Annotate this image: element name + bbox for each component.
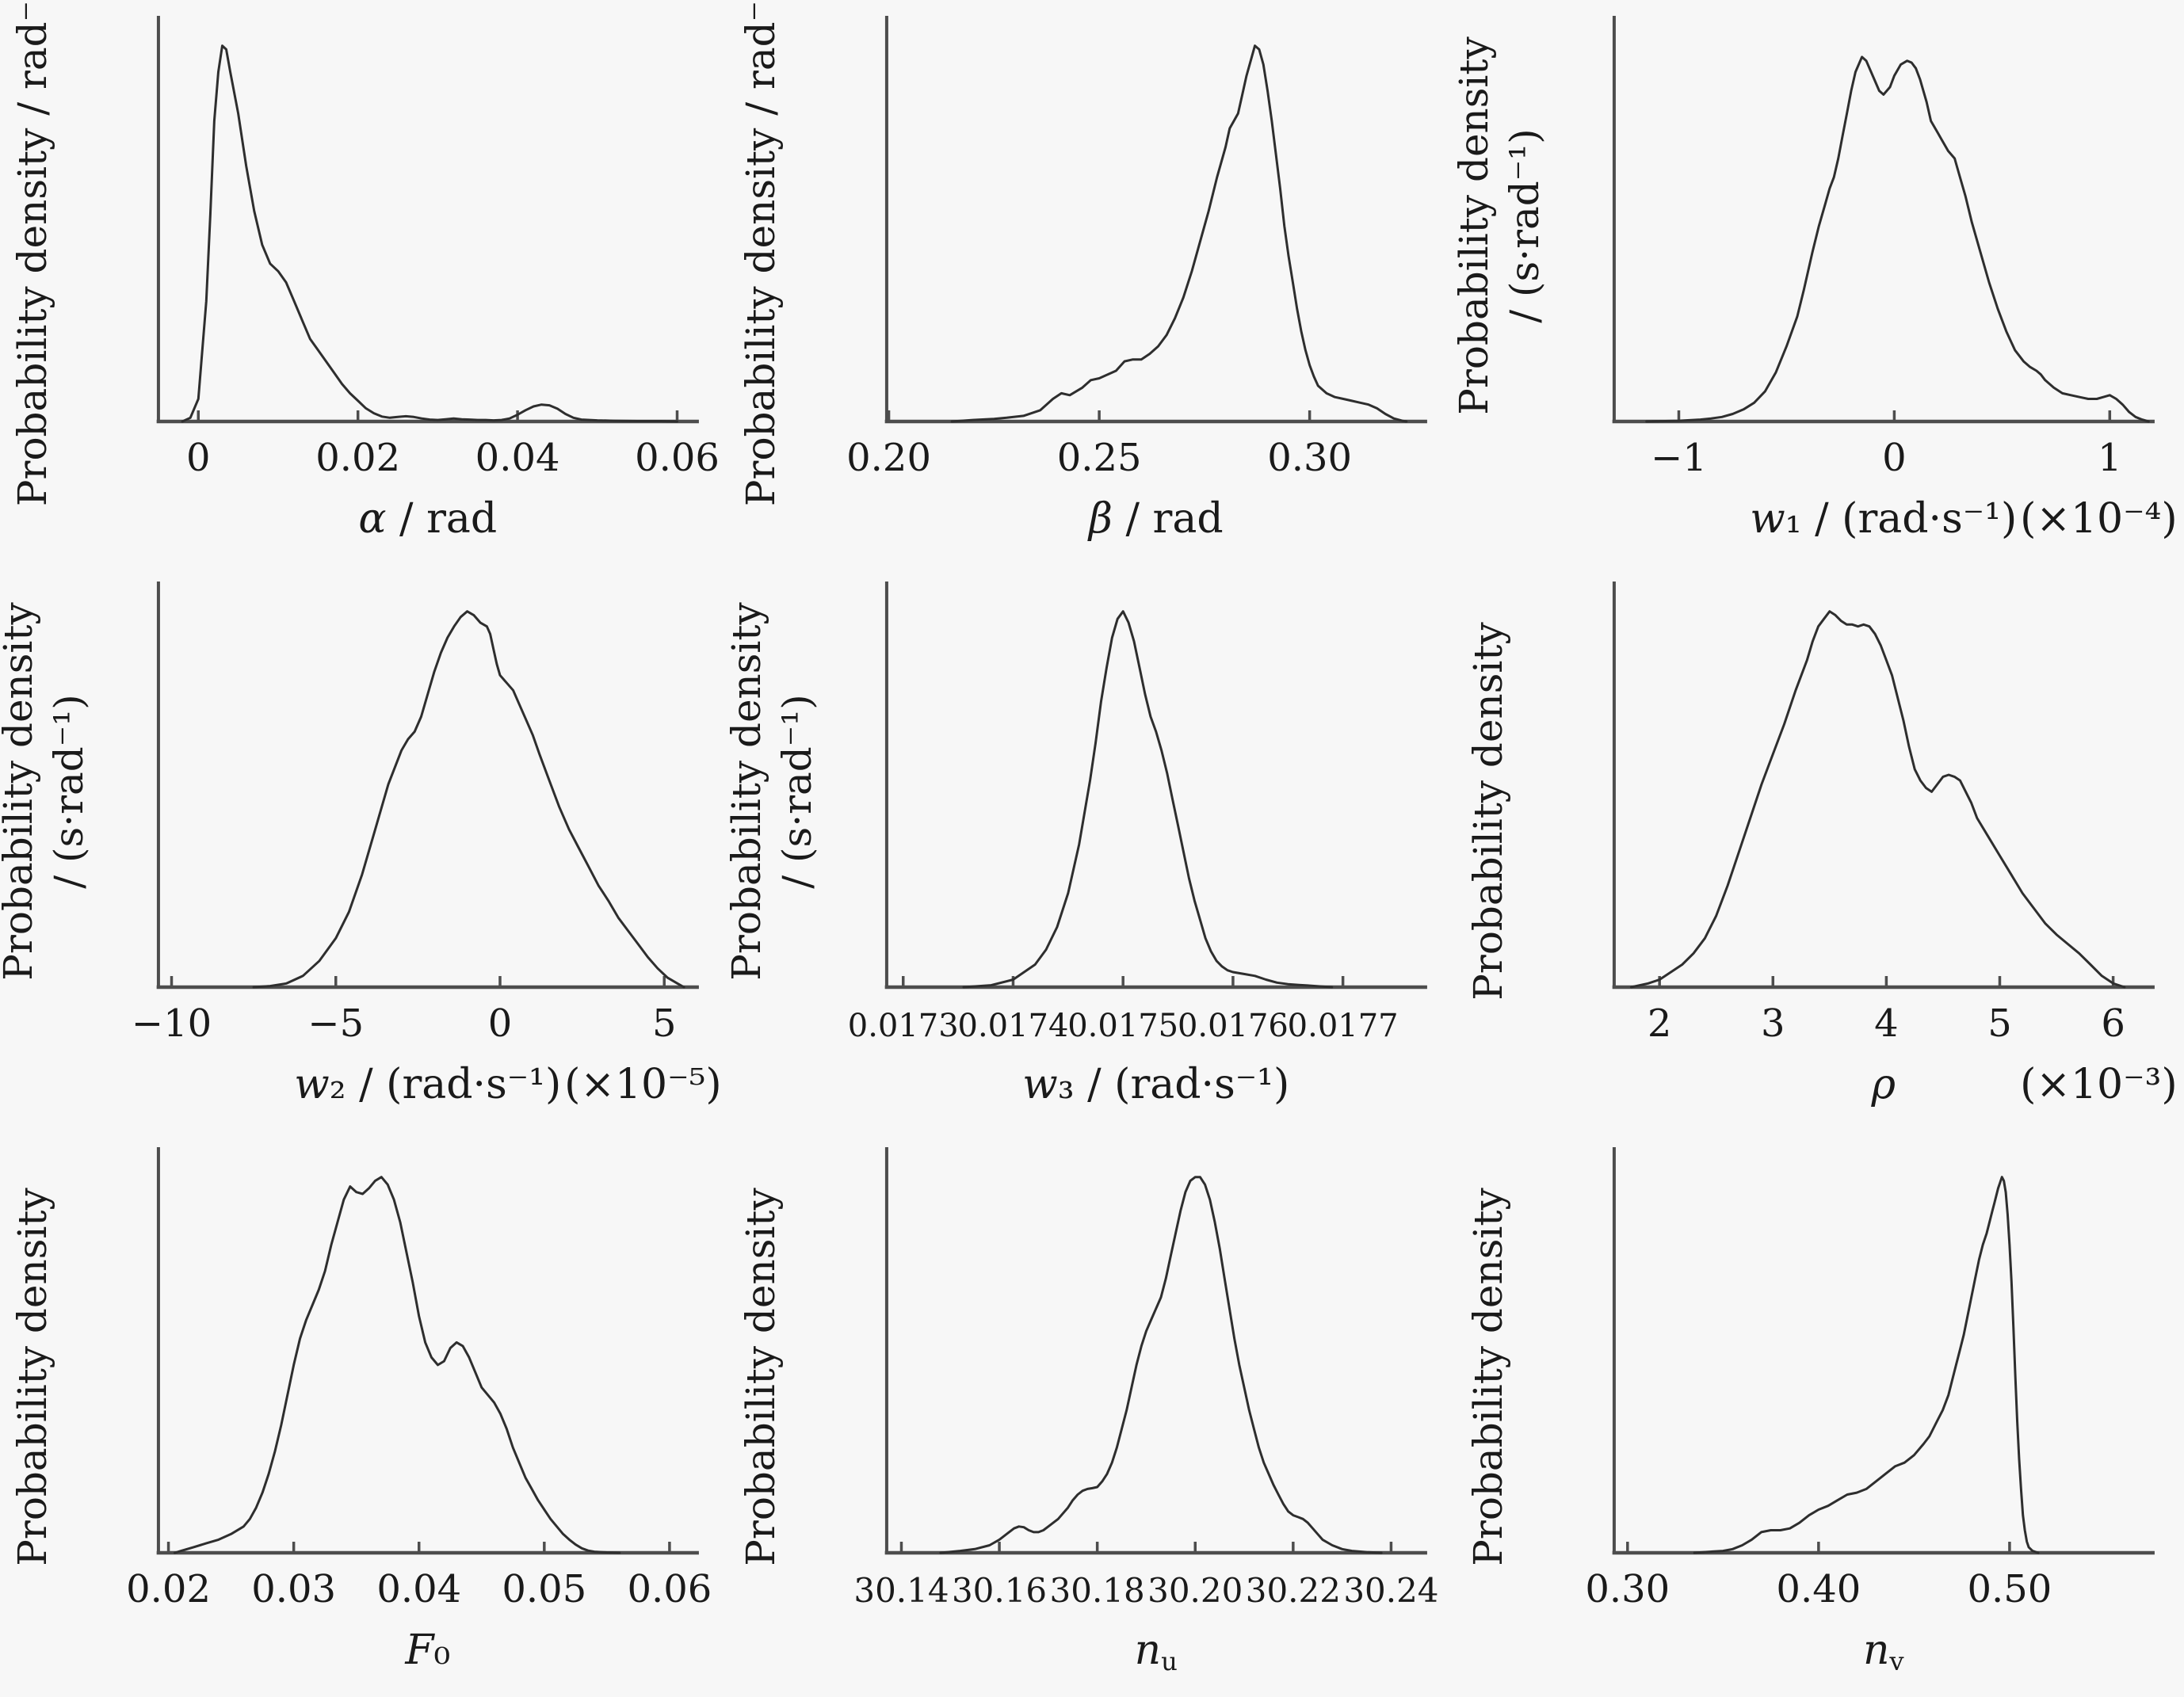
x-tick-label: 30.20 xyxy=(1147,1571,1243,1610)
x-axis-label: α / rad xyxy=(358,495,497,543)
x-tick-label: −5 xyxy=(307,1001,364,1046)
density-plot-nu: 30.14 30.16 30.18 30.20 30.22 30.24 nu Probabil… xyxy=(738,1147,1438,1676)
x-tick-label: 2 xyxy=(1648,1001,1672,1046)
density-plot-F0: 0.02 0.03 0.04 0.05 0.06 F₀ Probability densit… xyxy=(10,1147,712,1674)
x-axis-label: nv xyxy=(1863,1626,1904,1676)
x-tick-label: −10 xyxy=(132,1001,212,1046)
x-tick-label: 0 xyxy=(1882,436,1907,480)
scale-multiplier-label: (×10⁻³) xyxy=(2020,1061,2178,1108)
x-tick-label: 5 xyxy=(1988,1001,2013,1046)
scale-multiplier-label: (×10⁻⁴) xyxy=(2020,495,2178,543)
scale-multiplier-label: (×10⁻⁵) xyxy=(564,1061,722,1108)
x-axis-label: F₀ xyxy=(404,1626,450,1674)
x-tick-label: 6 xyxy=(2102,1001,2126,1046)
x-tick-label: 0.40 xyxy=(1777,1567,1861,1611)
x-tick-label: 0.0175 xyxy=(1067,1008,1178,1044)
density-plot-beta: 0.20 0.25 0.30 β / rad Probability density /… xyxy=(738,0,1427,543)
y-axis-label: Probability density / rad⁻¹ xyxy=(738,0,784,506)
y-axis-label: Probability density xyxy=(0,602,41,981)
x-tick-label: 0.04 xyxy=(475,436,560,480)
x-tick-label: 4 xyxy=(1874,1001,1899,1046)
x-tick-label: 30.14 xyxy=(853,1571,949,1610)
x-axis-label: ρ xyxy=(1871,1061,1896,1108)
x-tick-label: 30.18 xyxy=(1049,1571,1144,1610)
x-tick-label: 0.20 xyxy=(846,436,931,480)
x-axis-label: w₂ / (rad·s⁻¹) xyxy=(294,1061,561,1108)
x-axis-label: w₃ / (rad·s⁻¹) xyxy=(1022,1061,1289,1108)
x-tick-label: 0 xyxy=(186,436,211,480)
density-curve xyxy=(1630,610,2126,989)
subplot-F0: 0.02 0.03 0.04 0.05 0.06 F₀ Probability densit… xyxy=(0,1131,728,1697)
x-tick-label: −1 xyxy=(1651,436,1707,480)
density-curve xyxy=(252,610,685,989)
density-plot-w2: −10 −5 0 5 w₂ / (rad·s⁻¹) (×10⁻⁵) Probability … xyxy=(0,582,722,1108)
subplot-w3: 0.0173 0.0174 0.0175 0.0176 0.0177 w₃ / (rad·… xyxy=(724,566,1457,1131)
subplot-beta: 0.20 0.25 0.30 β / rad Probability density /… xyxy=(728,0,1457,566)
x-tick-label: 0.25 xyxy=(1056,436,1141,480)
y-axis-label: Probability density xyxy=(724,602,769,981)
x-tick-label: 0.0176 xyxy=(1178,1008,1289,1044)
subplot-nu: 30.14 30.16 30.18 30.20 30.22 30.24 nu Probabil… xyxy=(728,1131,1457,1697)
x-tick-label: 0.0177 xyxy=(1287,1008,1398,1044)
density-plot-w1: −1 0 1 w₁ / (rad·s⁻¹) (×10⁻⁴) Probability den… xyxy=(1451,16,2178,543)
density-curve xyxy=(181,44,678,423)
density-plot-alpha: 0 0.02 0.04 0.06 α / rad Probability density … xyxy=(10,0,720,543)
y-axis-label: Probability density / rad⁻¹ xyxy=(10,0,55,506)
x-tick-label: 30.16 xyxy=(952,1571,1047,1610)
y-axis-label: Probability density xyxy=(1451,36,1497,415)
x-tick-label: 0.0174 xyxy=(957,1008,1068,1044)
density-curve xyxy=(1645,55,2151,423)
subplot-nv: 0.30 0.40 0.50 nv Probability density xyxy=(1456,1131,2184,1697)
x-tick-label: 0.06 xyxy=(627,1567,712,1611)
y-axis-label: Probability density xyxy=(10,1188,55,1566)
x-tick-label: 30.22 xyxy=(1245,1571,1340,1610)
x-tick-label: 0.04 xyxy=(376,1567,461,1611)
subplot-alpha: 0 0.02 0.04 0.06 α / rad Probability density … xyxy=(0,0,728,566)
density-curve xyxy=(950,44,1407,423)
x-tick-label: 0.02 xyxy=(315,436,400,480)
density-plot-rho: 2 3 4 5 6 ρ (×10⁻³) Probability density xyxy=(1465,582,2178,1108)
y-axis-label: / (s·rad⁻¹) xyxy=(774,694,820,888)
y-axis-label: Probability density xyxy=(738,1188,784,1566)
x-tick-label: 0.30 xyxy=(1586,1567,1670,1611)
y-axis-label: Probability density xyxy=(1465,1188,1511,1566)
x-tick-label: 5 xyxy=(652,1001,677,1046)
x-tick-label: 0.03 xyxy=(251,1567,336,1611)
subplot-w1: −1 0 1 w₁ / (rad·s⁻¹) (×10⁻⁴) Probability den… xyxy=(1451,0,2184,566)
x-tick-label: 0.05 xyxy=(502,1567,586,1611)
y-axis-label: / (s·rad⁻¹) xyxy=(1502,128,1548,322)
x-tick-label: 0.02 xyxy=(126,1567,211,1611)
x-tick-label: 0.50 xyxy=(1968,1567,2052,1611)
x-axis-label: w₁ / (rad·s⁻¹) xyxy=(1751,495,2018,543)
y-axis-label: / (s·rad⁻¹) xyxy=(46,694,92,888)
x-tick-label: 0.30 xyxy=(1267,436,1352,480)
density-curve xyxy=(939,1176,1383,1554)
x-axis-label: β / rad xyxy=(1087,495,1224,543)
x-tick-label: 0.06 xyxy=(635,436,720,480)
density-curve xyxy=(174,1176,621,1554)
x-tick-label: 3 xyxy=(1761,1001,1785,1046)
x-axis-label: nu xyxy=(1134,1626,1177,1676)
x-tick-label: 1 xyxy=(2098,436,2122,480)
density-curve xyxy=(1693,1176,2040,1554)
x-tick-label: 0.0173 xyxy=(847,1008,958,1044)
x-tick-label: 0 xyxy=(488,1001,513,1046)
density-curve xyxy=(962,610,1333,989)
subplot-rho: 2 3 4 5 6 ρ (×10⁻³) Probability density xyxy=(1456,566,2184,1131)
subplot-w2: −10 −5 0 5 w₂ / (rad·s⁻¹) (×10⁻⁵) Probability … xyxy=(0,566,728,1131)
y-axis-label: Probability density xyxy=(1465,622,1511,1001)
density-plot-nv: 0.30 0.40 0.50 nv Probability density xyxy=(1465,1147,2155,1676)
x-tick-label: 30.24 xyxy=(1343,1571,1438,1610)
